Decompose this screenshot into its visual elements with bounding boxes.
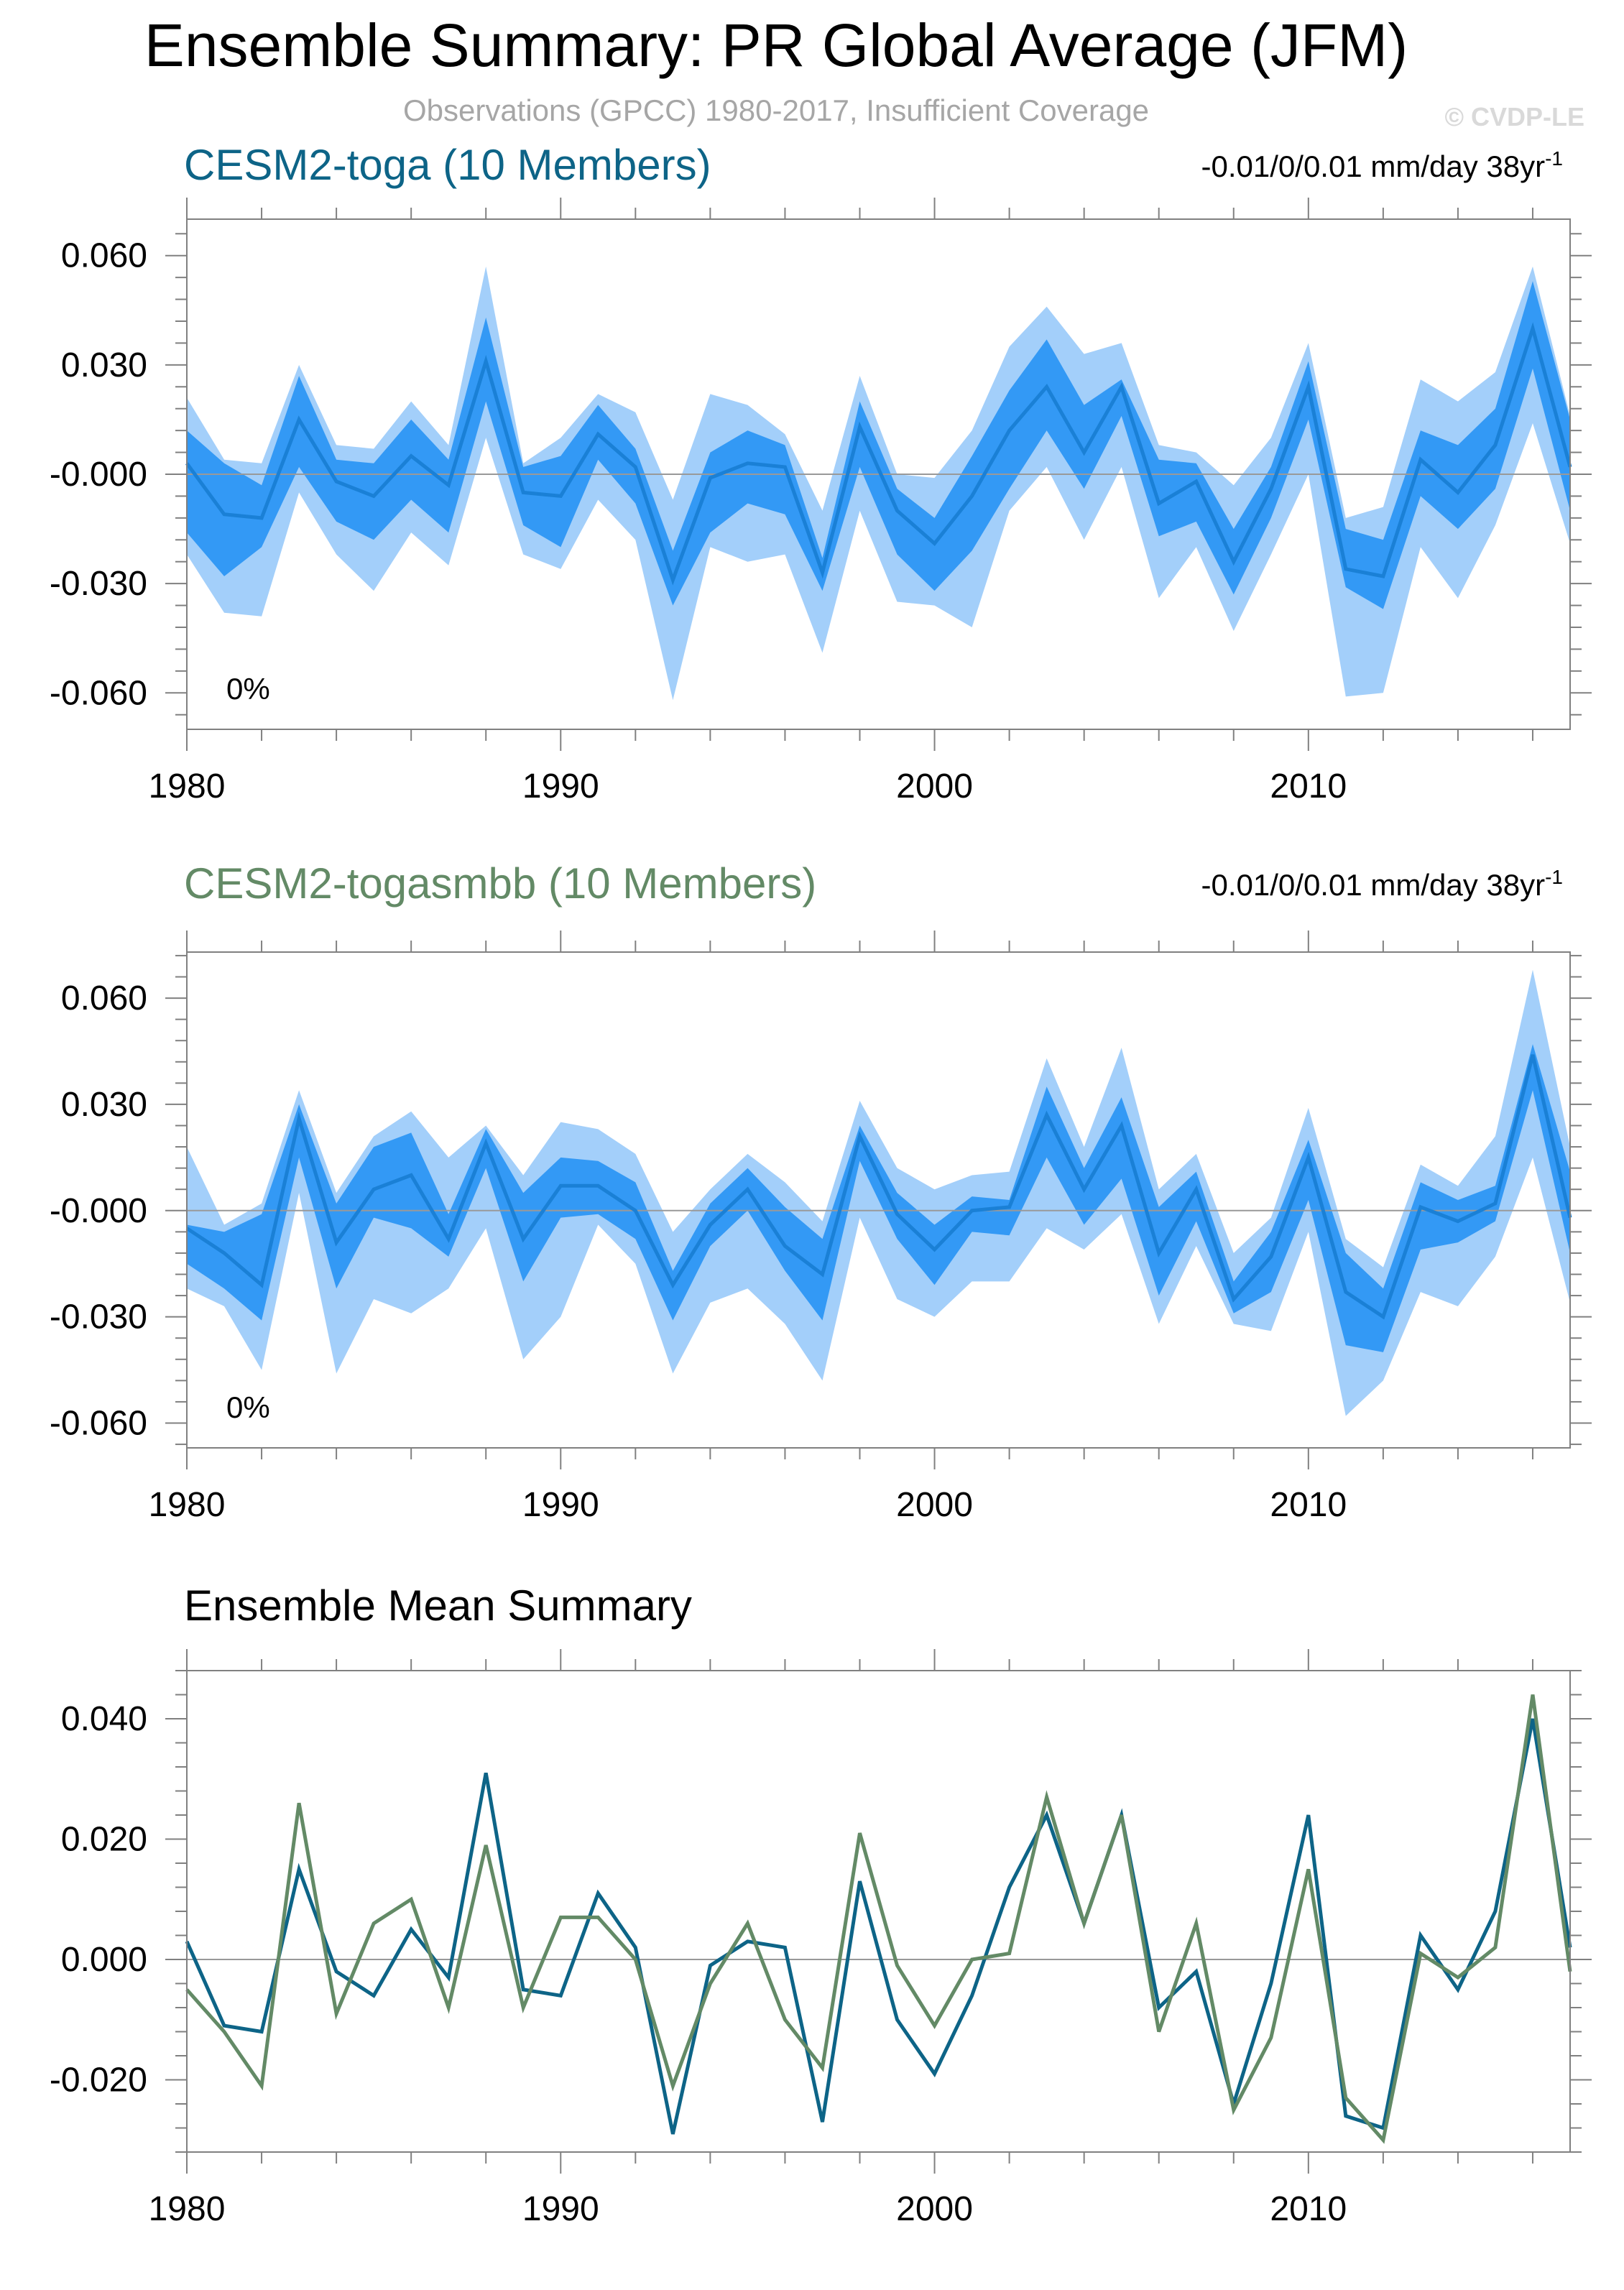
panel-title: CESM2-togasmbb (10 Members): [184, 859, 816, 908]
ensemble-mean-line: [185, 322, 1572, 586]
x-tick-label: 2000: [896, 2190, 973, 2228]
y-tick-label: -0.060: [50, 674, 147, 712]
trend-label: -0.01/0/0.01 mm/day 38yr-1: [1201, 866, 1563, 902]
series-line-cesm2-toga: [185, 1718, 1572, 2135]
y-tick-label: -0.000: [50, 456, 147, 494]
x-tick-label: 1990: [522, 1486, 599, 1524]
percent-label: 0%: [226, 1390, 270, 1424]
band-inner-range: [187, 281, 1570, 609]
trend-label-superscript: -1: [1545, 147, 1563, 170]
x-tick-label: 1990: [522, 2190, 599, 2228]
x-tick-label: 2000: [896, 1486, 973, 1524]
y-tick-label: 0.060: [61, 979, 147, 1017]
credit-label: © CVDP-LE: [1444, 102, 1584, 131]
x-tick-label: 1980: [149, 1486, 226, 1524]
panel-ensemble-mean-summary: Ensemble Mean Summary 1980 1990 2000 2010 0.0…: [50, 1582, 1592, 2228]
percent-label: 0%: [226, 672, 270, 706]
x-tick-label: 2010: [1270, 767, 1347, 805]
series-line-cesm2-togasmbb: [185, 1694, 1572, 2144]
trend-label-superscript: -1: [1545, 866, 1563, 888]
panel-title: Ensemble Mean Summary: [184, 1582, 692, 1630]
panel-title: CESM2-toga (10 Members): [184, 141, 711, 189]
y-tick-label: 0.030: [61, 346, 147, 384]
ensemble-mean-line: [185, 1054, 1572, 1320]
x-tick-label: 2010: [1270, 2190, 1347, 2228]
y-tick-label: -0.060: [50, 1405, 147, 1443]
y-tick-label: -0.000: [50, 1192, 147, 1230]
y-tick-label: -0.030: [50, 1298, 147, 1336]
panel-cesm2-toga: CESM2-toga (10 Members) -0.01/0/0.01 mm/d…: [50, 141, 1592, 805]
y-tick-label: 0.060: [61, 237, 147, 275]
plot-frame: [186, 951, 1571, 1449]
y-tick-label: 0.040: [61, 1700, 147, 1738]
y-tick-label: 0.000: [61, 1941, 147, 1979]
y-tick-label: 0.020: [61, 1821, 147, 1859]
x-tick-label: 2010: [1270, 1486, 1347, 1524]
y-tick-label: -0.020: [50, 2062, 147, 2100]
x-tick-label: 1980: [149, 2190, 226, 2228]
panel-cesm2-togasmbb: CESM2-togasmbb (10 Members) -0.01/0/0.01 …: [50, 859, 1592, 1524]
x-tick-label: 2000: [896, 767, 973, 805]
page-title: Ensemble Summary: PR Global Average (JFM…: [144, 11, 1408, 79]
page-subtitle: Observations (GPCC) 1980-2017, Insuffici…: [403, 93, 1149, 127]
y-tick-label: -0.030: [50, 565, 147, 603]
y-tick-label: 0.030: [61, 1086, 147, 1124]
x-tick-label: 1980: [149, 767, 226, 805]
x-tick-label: 1990: [522, 767, 599, 805]
trend-label: -0.01/0/0.01 mm/day 38yr-1: [1201, 147, 1563, 183]
